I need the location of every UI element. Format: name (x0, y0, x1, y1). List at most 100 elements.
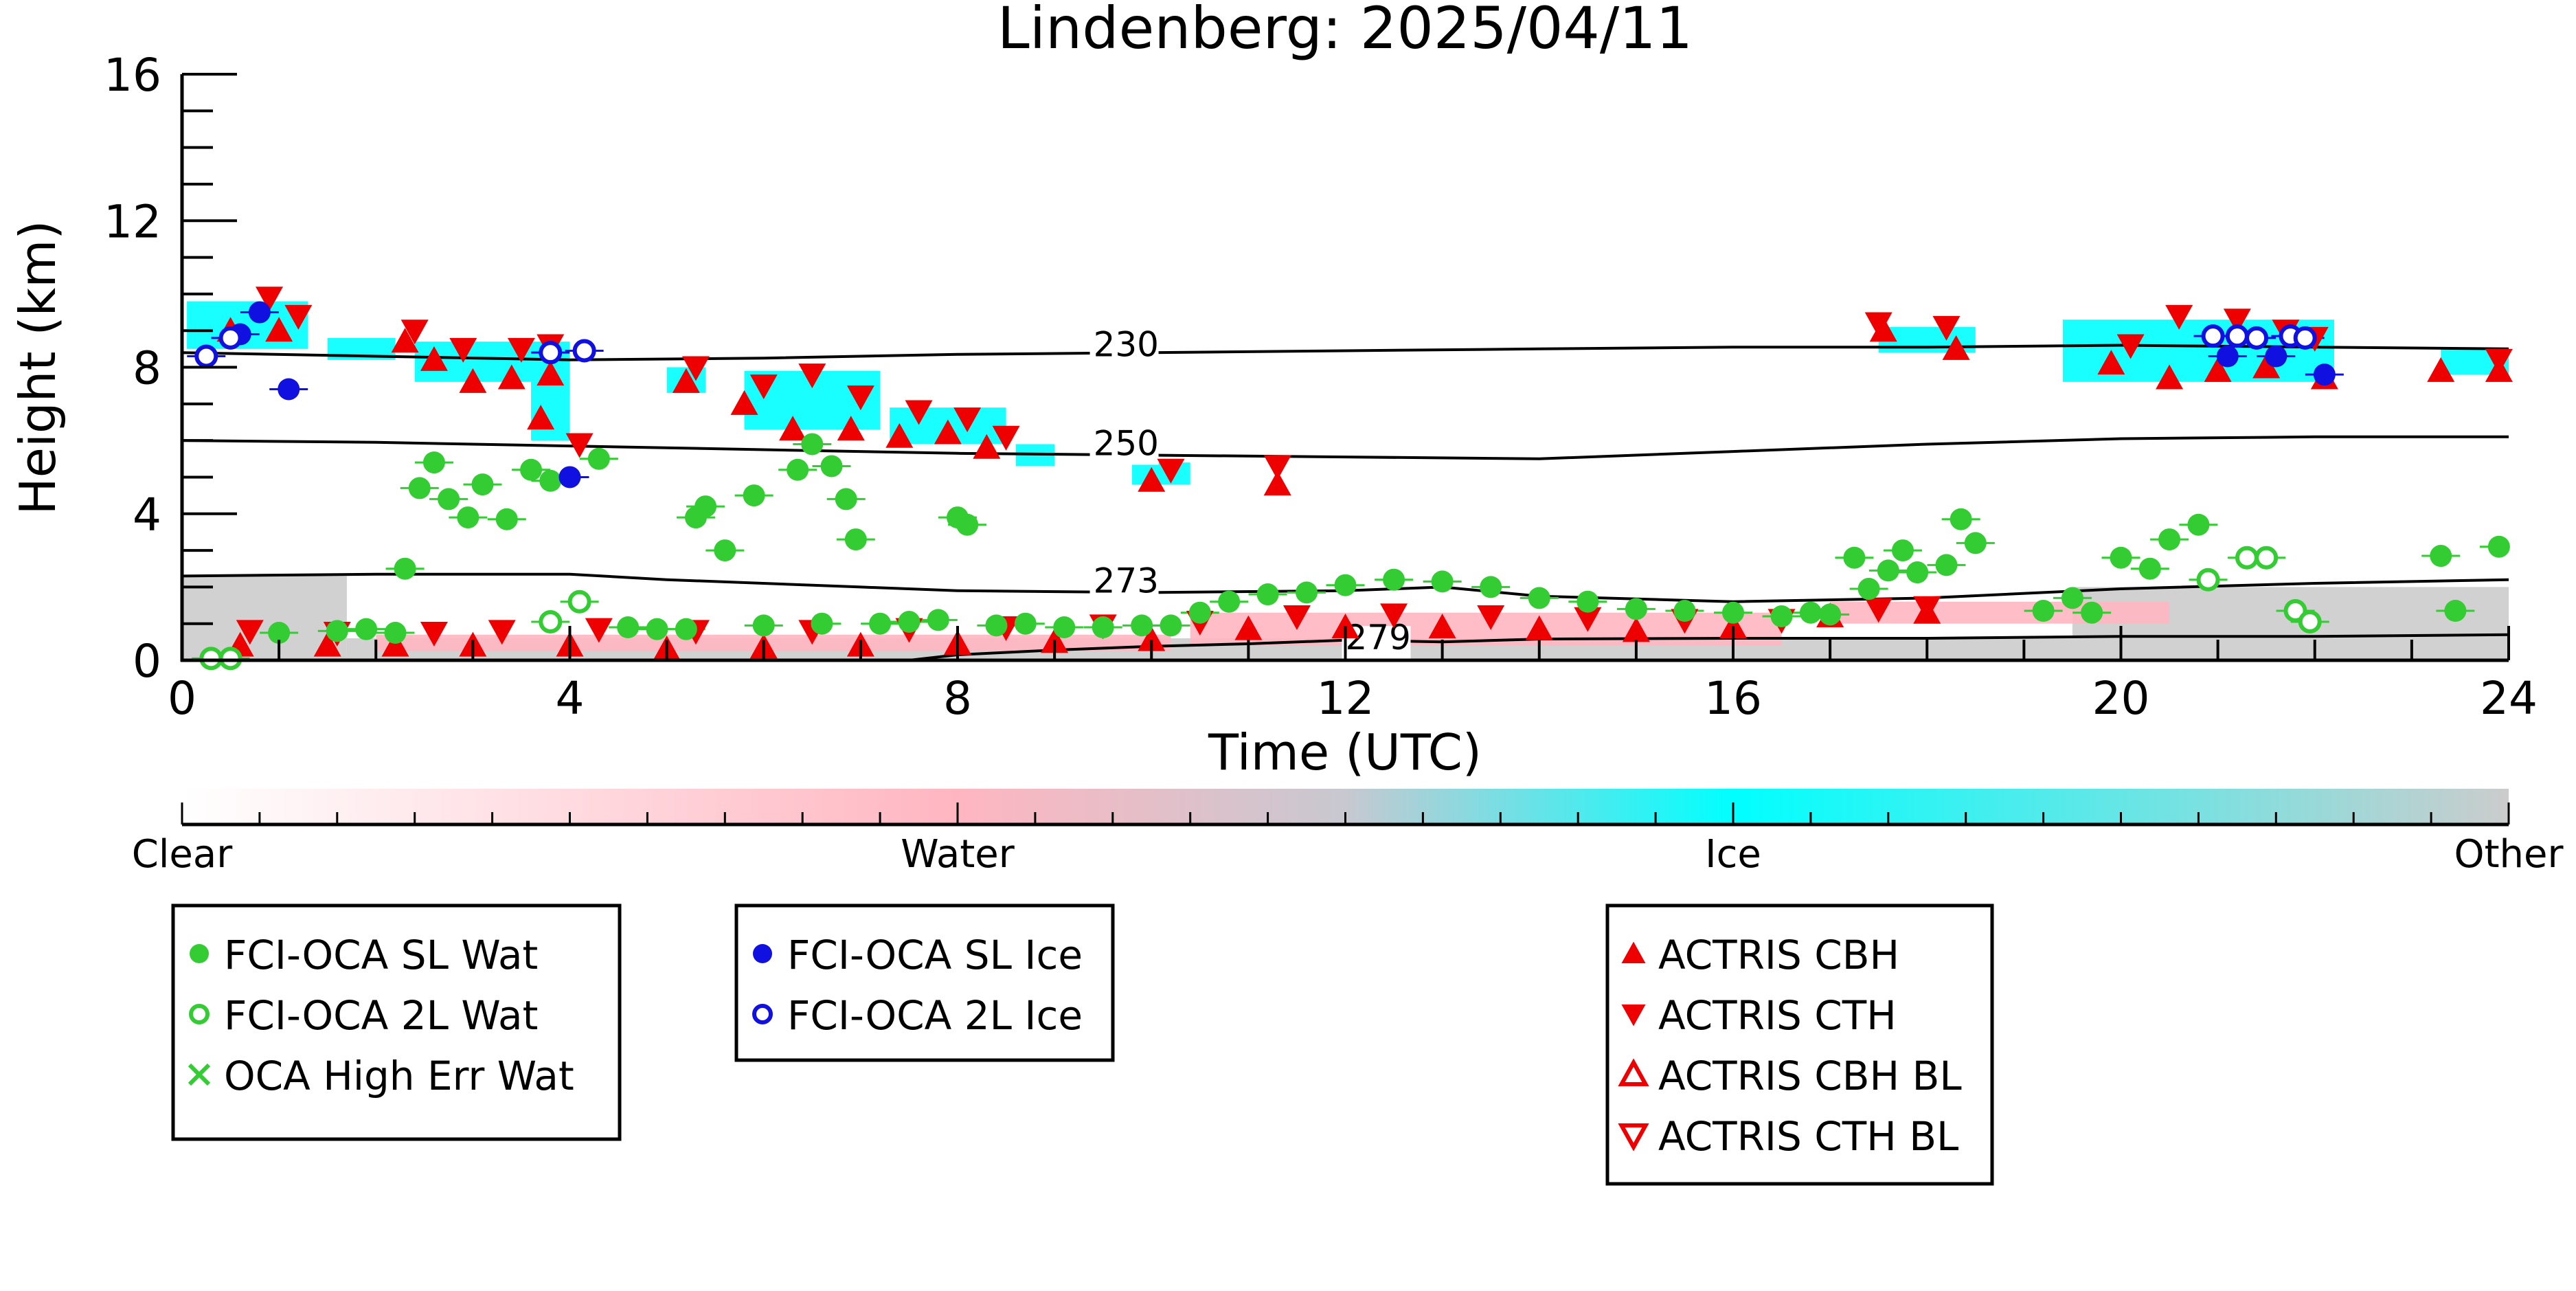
marker-fci-oca-sl-wat (617, 616, 640, 639)
y-tick-label: 12 (104, 195, 161, 248)
contour-line-250 (182, 435, 2509, 460)
marker-fci-oca-sl-wat (675, 618, 697, 640)
marker-fci-oca-sl-wat (820, 455, 843, 478)
ice-class-region (1132, 462, 1190, 485)
marker-fci-oca-sl-wat (2487, 535, 2510, 558)
other-class-region (182, 576, 347, 660)
marker-fci-oca-2l-wat (2255, 546, 2279, 570)
marker-fci-oca-2l-wat (2235, 546, 2259, 570)
marker-fci-oca-sl-wat (956, 513, 979, 536)
marker-actris-cbh (1138, 626, 1166, 651)
y-tick-label: 0 (133, 635, 161, 688)
marker-actris-cbh (1525, 615, 1553, 640)
marker-fci-oca-sl-wat (1383, 568, 1405, 591)
marker-actris-cbh (1138, 467, 1166, 492)
marker-fci-oca-sl-wat (743, 484, 765, 507)
marker-actris-cbh (527, 405, 555, 430)
marker-fci-oca-sl-wat (2187, 513, 2210, 536)
marker-actris-cth (749, 374, 778, 400)
marker-fci-oca-sl-wat (1673, 600, 1696, 622)
x-axis-label: Time (UTC) (1208, 723, 1482, 781)
marker-actris-cth (2485, 348, 2513, 374)
marker-fci-oca-2l-wat (199, 647, 223, 671)
legend-label: FCI-OCA SL Ice (787, 932, 1083, 978)
contour-label-bg (1089, 569, 1159, 603)
marker-actris-cth (284, 304, 313, 330)
legend-marker (752, 1004, 773, 1024)
legend-label: ACTRIS CTH (1658, 992, 1897, 1039)
marker-actris-cth (400, 319, 429, 345)
marker-fci-oca-sl-wat (2061, 587, 2083, 609)
colorbar-label-other: Other (2454, 832, 2564, 877)
marker-actris-cth (585, 618, 613, 643)
legend-label: FCI-OCA 2L Ice (787, 992, 1083, 1039)
marker-fci-oca-2l-wat (539, 610, 563, 634)
marker-actris-cbh (973, 434, 1001, 459)
marker-actris-cbh (885, 423, 914, 448)
marker-fci-oca-sl-wat (1218, 590, 1241, 613)
marker-actris-cth (449, 337, 477, 363)
marker-fci-oca-sl-wat (1577, 590, 1599, 613)
marker-fci-oca-sl-wat (1188, 601, 1211, 624)
marker-fci-oca-sl-wat (1160, 614, 1182, 637)
marker-fci-oca-sl-wat (457, 506, 479, 529)
marker-fci-oca-sl-ice (2216, 345, 2239, 368)
marker-fci-oca-sl-wat (2138, 557, 2161, 580)
marker-actris-cbh (779, 416, 807, 441)
y-tick-label: 16 (104, 49, 161, 102)
marker-fci-oca-sl-wat (1950, 508, 1972, 530)
marker-actris-cth (1864, 312, 1893, 337)
marker-actris-cth (1913, 596, 1941, 621)
marker-fci-oca-sl-wat (1819, 603, 1842, 626)
marker-fci-oca-2l-ice (572, 339, 596, 363)
marker-actris-cbh (730, 390, 758, 415)
marker-actris-cbh (1942, 335, 1970, 360)
y-axis-label: Height (km) (9, 221, 67, 515)
marker-actris-cbh (1263, 471, 1291, 496)
marker-fci-oca-2l-ice (2225, 324, 2249, 348)
marker-actris-cth (905, 400, 933, 425)
marker-fci-oca-sl-wat (268, 622, 291, 644)
marker-actris-cth (488, 620, 516, 645)
marker-fci-oca-sl-wat (752, 614, 775, 637)
marker-fci-oca-sl-wat (1431, 570, 1454, 593)
marker-fci-oca-2l-ice (2293, 326, 2317, 350)
contour-label: 230 (1094, 325, 1159, 365)
marker-fci-oca-sl-ice (2265, 345, 2287, 368)
marker-actris-cth (1864, 598, 1893, 623)
marker-fci-oca-sl-wat (1770, 605, 1793, 628)
marker-actris-cbh (313, 631, 341, 657)
marker-actris-cbh (2427, 357, 2455, 382)
x-tick-label: 8 (943, 672, 972, 725)
marker-fci-oca-sl-wat (355, 618, 378, 640)
marker-actris-cbh (837, 416, 865, 441)
legend-label: FCI-OCA SL Wat (224, 932, 538, 978)
legend-label: OCA High Err Wat (224, 1053, 574, 1099)
marker-actris-cth (798, 363, 826, 389)
marker-fci-oca-sl-wat (2081, 601, 2103, 624)
marker-actris-cbh (2097, 350, 2125, 375)
marker-actris-cbh (265, 317, 293, 342)
legend-marker (1621, 1004, 1646, 1026)
marker-actris-cbh (1869, 317, 1897, 342)
marker-fci-oca-sl-wat (1722, 601, 1744, 624)
marker-actris-cth (681, 356, 710, 381)
marker-fci-oca-sl-wat (694, 495, 717, 518)
marker-fci-oca-sl-wat (2110, 546, 2132, 569)
marker-actris-cth (846, 385, 874, 411)
marker-fci-oca-sl-wat (1906, 561, 1929, 584)
marker-fci-oca-sl-wat (1857, 578, 1880, 600)
marker-actris-cth (992, 425, 1020, 451)
marker-fci-oca-2l-wat (567, 590, 591, 614)
marker-actris-cbh (2156, 364, 2184, 390)
marker-fci-oca-2l-wat (2298, 610, 2322, 634)
x-tick-label: 20 (2092, 672, 2150, 725)
marker-fci-oca-sl-wat (835, 488, 857, 510)
marker-fci-oca-sl-wat (1799, 601, 1822, 624)
x-tick-label: 4 (556, 672, 585, 725)
x-tick-label: 24 (2480, 672, 2538, 725)
marker-fci-oca-2l-ice (2201, 324, 2225, 348)
legend-marker (188, 1063, 211, 1086)
marker-actris-cbh (934, 419, 962, 445)
x-tick-label: 16 (1704, 672, 1762, 725)
